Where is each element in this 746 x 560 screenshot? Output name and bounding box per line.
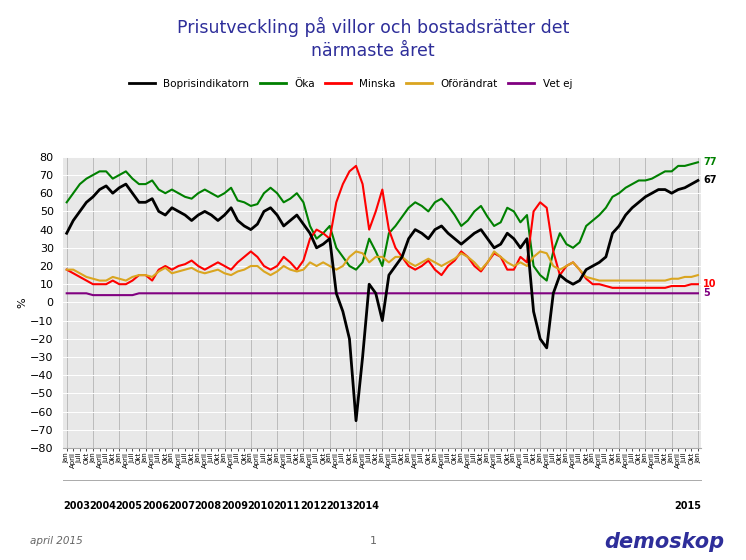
Text: 77: 77 — [703, 157, 717, 167]
Text: 2003: 2003 — [63, 501, 90, 511]
Text: 2010: 2010 — [247, 501, 275, 511]
Text: 2012: 2012 — [300, 501, 327, 511]
Y-axis label: %: % — [17, 297, 28, 307]
Text: 2013: 2013 — [326, 501, 353, 511]
Text: 2006: 2006 — [142, 501, 169, 511]
Text: 2007: 2007 — [169, 501, 195, 511]
Text: Prisutveckling på villor och bostadsrätter det
närmaste året: Prisutveckling på villor och bostadsrätt… — [177, 17, 569, 60]
Text: 5: 5 — [703, 288, 710, 298]
Text: 2011: 2011 — [274, 501, 301, 511]
Text: 1: 1 — [369, 536, 377, 546]
Text: april 2015: april 2015 — [30, 536, 83, 546]
Text: 2009: 2009 — [221, 501, 248, 511]
Text: 2008: 2008 — [195, 501, 222, 511]
Text: 2015: 2015 — [674, 501, 701, 511]
Legend: Boprisindikatorn, Öka, Minska, Oförändrat, Vet ej: Boprisindikatorn, Öka, Minska, Oförändra… — [125, 74, 576, 93]
Text: 2005: 2005 — [116, 501, 142, 511]
Text: 67: 67 — [703, 175, 717, 185]
Text: demoskop: demoskop — [604, 531, 724, 552]
Text: 2004: 2004 — [90, 501, 116, 511]
Text: 10: 10 — [703, 279, 717, 289]
Text: 2014: 2014 — [352, 501, 380, 511]
